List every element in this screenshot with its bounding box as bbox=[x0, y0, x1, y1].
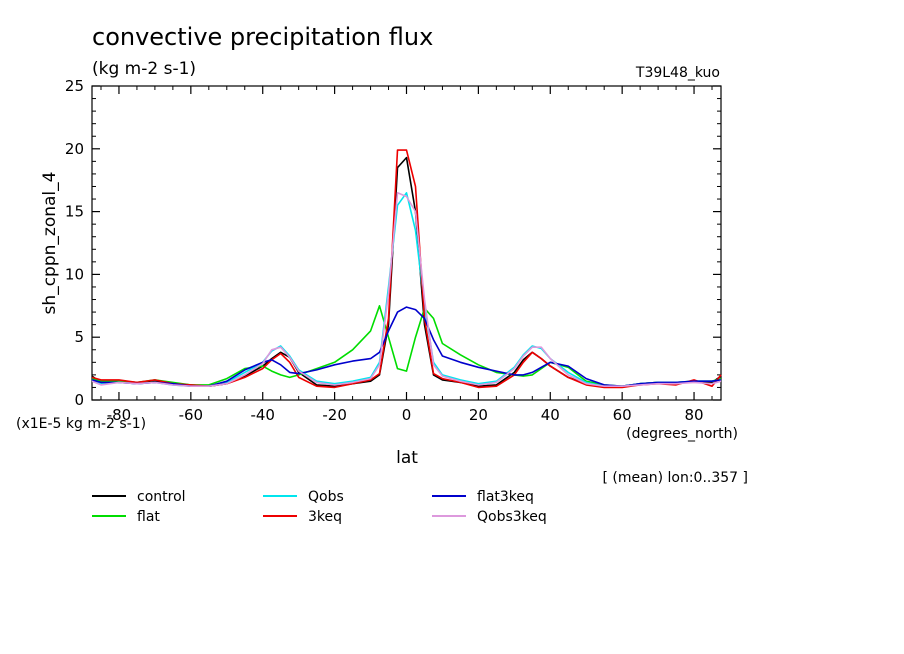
y-tick-label: 5 bbox=[74, 328, 84, 346]
y-tick-label: 25 bbox=[65, 77, 84, 95]
y-axis-label: sh_cppn_zonal_4 bbox=[40, 172, 60, 315]
legend-label: Qobs3keq bbox=[477, 509, 547, 525]
series-line-control bbox=[91, 156, 722, 388]
legend-label: flat3keq bbox=[477, 489, 534, 505]
legend-label: control bbox=[137, 489, 186, 505]
legend-label: Qobs bbox=[308, 489, 344, 505]
experiment-label: T39L48_kuo bbox=[635, 65, 720, 81]
chart-title: convective precipitation flux bbox=[92, 23, 433, 51]
x-tick-label: -60 bbox=[179, 406, 204, 424]
x-tick-label: -80 bbox=[107, 406, 132, 424]
x-tick-label: 0 bbox=[402, 406, 412, 424]
x-tick-label: 80 bbox=[684, 406, 703, 424]
series-line-qobs3keq bbox=[91, 192, 722, 388]
y-tick-label: 20 bbox=[65, 140, 84, 158]
major-ticks bbox=[92, 85, 721, 401]
series-line-flat3keq bbox=[91, 306, 722, 388]
x-axis-label: lat bbox=[396, 448, 418, 468]
mean-footnote: [ (mean) lon:0..357 ] bbox=[603, 470, 748, 486]
x-units-label: (degrees_north) bbox=[626, 426, 738, 442]
series-line-3keq bbox=[91, 149, 722, 389]
x-tick-label: -40 bbox=[250, 406, 275, 424]
series-line-qobs bbox=[91, 192, 722, 388]
series-lines bbox=[91, 149, 722, 389]
series-line-flat bbox=[91, 304, 722, 388]
x-tick-label: -20 bbox=[322, 406, 347, 424]
chart-units: (kg m-2 s-1) bbox=[92, 59, 196, 79]
legend-label: 3keq bbox=[308, 509, 342, 525]
x-tick-label: 20 bbox=[469, 406, 488, 424]
plot-frame bbox=[91, 85, 722, 401]
y-tick-label: 15 bbox=[65, 203, 84, 221]
y-tick-label: 10 bbox=[65, 265, 84, 283]
y-tick-label: 0 bbox=[74, 391, 84, 409]
minor-ticks bbox=[92, 86, 721, 400]
tick-labels: -80 -60 -40 -20 0 20 40 60 80 0 5 10 15 20 25 bbox=[65, 77, 704, 424]
x-tick-label: 60 bbox=[613, 406, 632, 424]
scale-note: (x1E-5 kg m-2 s-1) bbox=[16, 416, 146, 432]
x-tick-label: 40 bbox=[541, 406, 560, 424]
legend-label: flat bbox=[137, 509, 160, 525]
